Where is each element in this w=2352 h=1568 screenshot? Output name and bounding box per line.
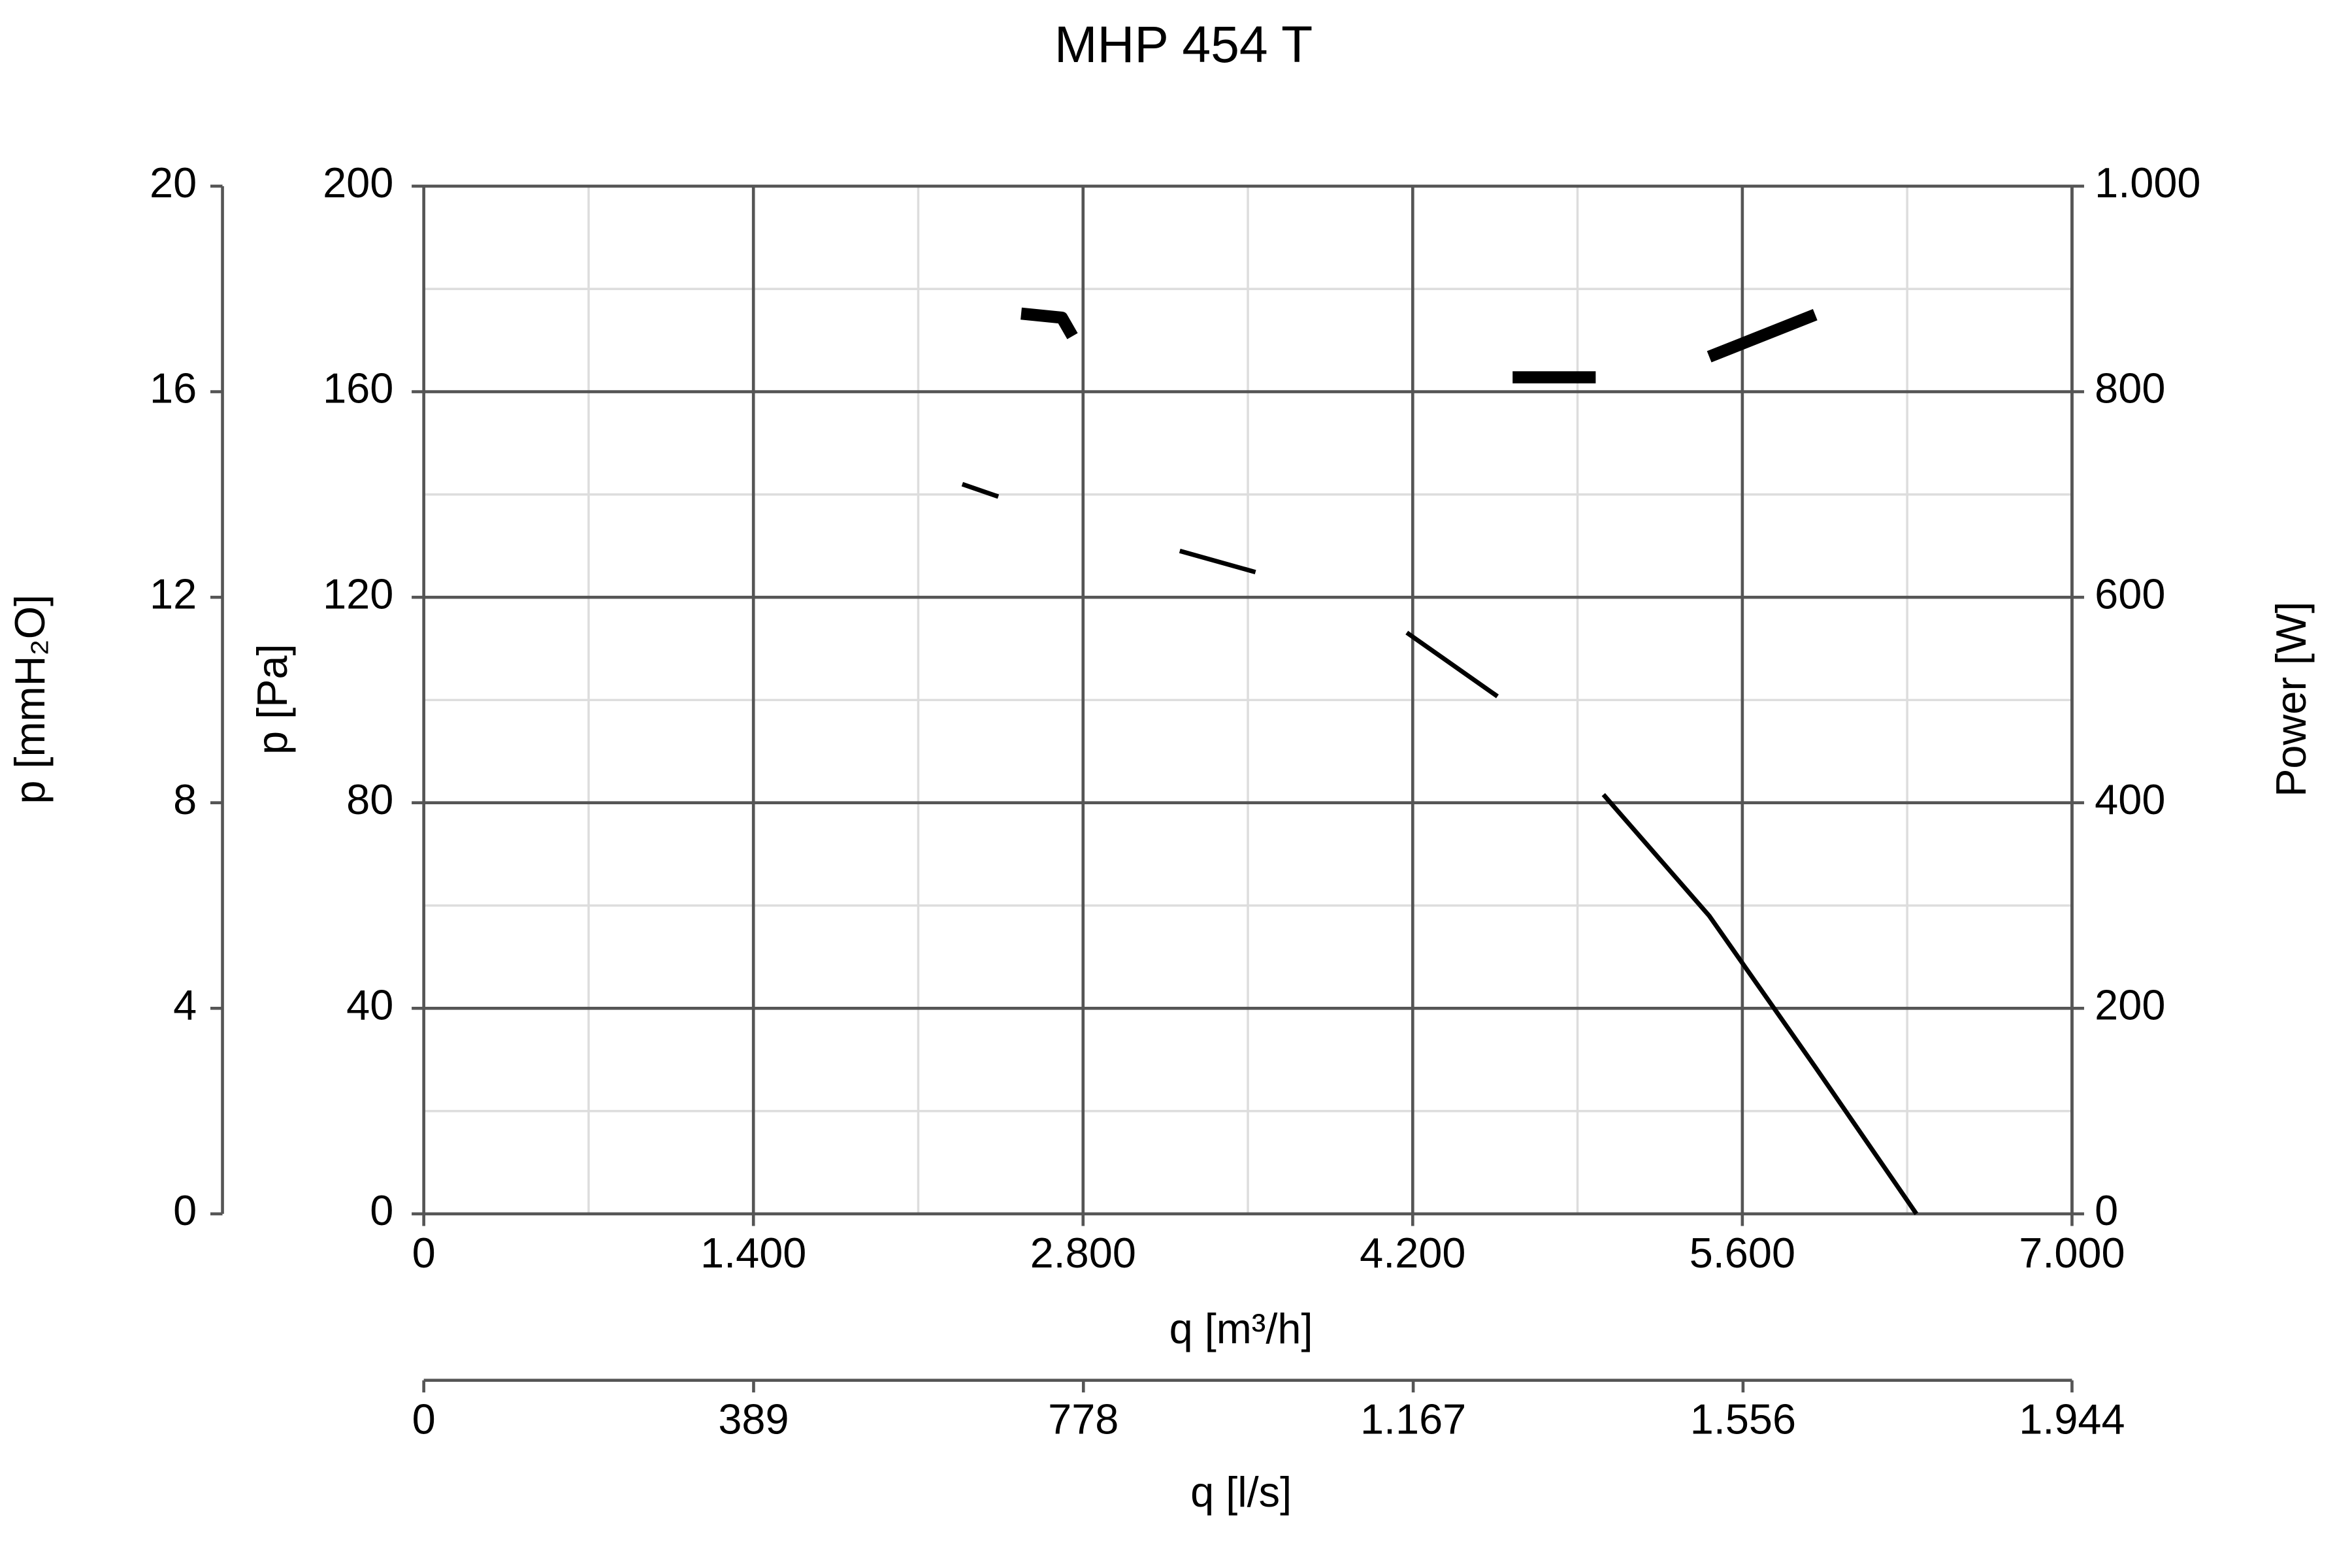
y2-tick-label: 800: [2095, 365, 2165, 412]
y3-tick-label: 0: [173, 1186, 197, 1234]
y-axis-title: p [Pa]: [248, 644, 296, 755]
x-tick-label: 1.400: [700, 1229, 806, 1277]
y3-tick-label: 8: [173, 776, 197, 823]
y-tick-label: 80: [346, 776, 393, 823]
y3-tick-label: 12: [150, 570, 197, 617]
y2-tick-label: 1.000: [2095, 159, 2200, 206]
y-tick-label: 120: [323, 570, 393, 617]
x2-tick-label: 389: [718, 1396, 789, 1443]
y3-tick-label: 16: [150, 365, 197, 412]
x-tick-label: 7.000: [2019, 1229, 2125, 1277]
x-tick-label: 4.200: [1360, 1229, 1465, 1277]
y2-tick-label: 600: [2095, 570, 2165, 617]
y3-tick-label: 4: [173, 981, 197, 1028]
y3-tick-label: 20: [150, 159, 197, 206]
x2-axis-title: q [l/s]: [1190, 1468, 1292, 1516]
y-tick-label: 40: [346, 981, 393, 1028]
x-tick-label: 0: [412, 1229, 436, 1277]
x-axis-title: q [m³/h]: [1169, 1305, 1313, 1352]
y-tick-label: 200: [323, 159, 393, 206]
y3-axis-title: p [mmH₂O]: [6, 595, 54, 804]
series-line: [961, 482, 1919, 1215]
y2-axis-title: Power [W]: [2267, 602, 2315, 797]
y-tick-label: 160: [323, 365, 393, 412]
y2-tick-label: 400: [2095, 776, 2165, 823]
x2-tick-label: 1.167: [1360, 1396, 1466, 1443]
x-tick-label: 5.600: [1690, 1229, 1795, 1277]
y2-tick-label: 0: [2095, 1186, 2118, 1234]
x2-tick-label: 778: [1048, 1396, 1119, 1443]
y2-tick-label: 200: [2095, 981, 2165, 1028]
y-tick-label: 0: [370, 1186, 393, 1234]
chart-title: MHP 454 T: [1054, 16, 1313, 73]
x2-tick-label: 0: [412, 1396, 436, 1443]
x2-tick-label: 1.556: [1690, 1396, 1796, 1443]
x-tick-label: 2.800: [1030, 1229, 1136, 1277]
x2-tick-label: 1.944: [2019, 1396, 2125, 1443]
